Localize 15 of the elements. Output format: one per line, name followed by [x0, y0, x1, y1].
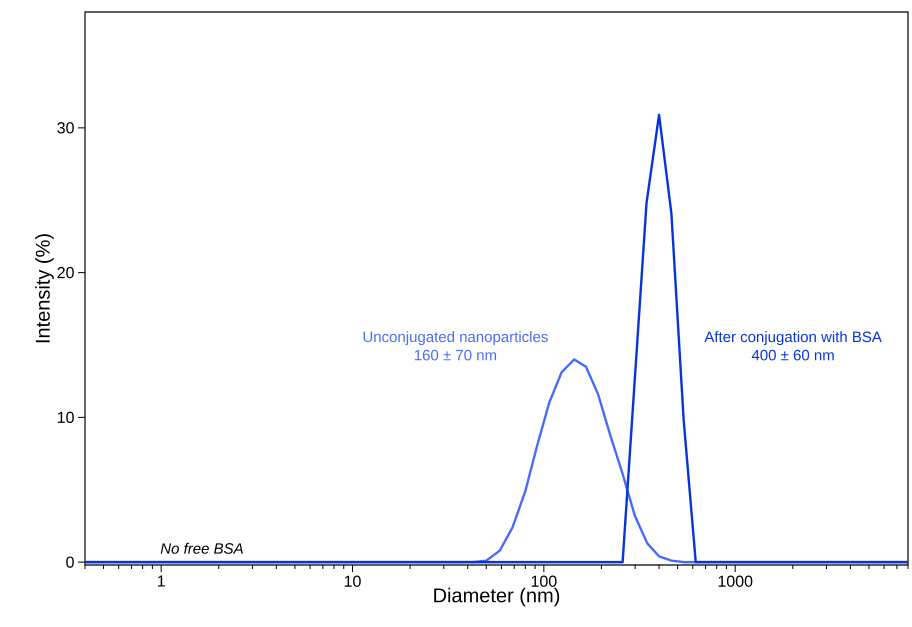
annotation: 400 ± 60 nm — [752, 350, 834, 360]
annotation: No free BSA — [160, 542, 243, 554]
annotation: 160 ± 70 nm — [414, 350, 496, 360]
annotation: Unconjugated nanoparticles — [364, 331, 548, 346]
x-tick-label: 10 — [344, 576, 361, 587]
y-axis-title: Intensity (%) — [35, 234, 54, 342]
x-axis-title: Diameter (nm) — [434, 588, 560, 606]
x-tick-label: 100 — [532, 576, 557, 587]
x-tick-label: 1 — [158, 576, 165, 587]
y-tick-label: 10 — [58, 412, 74, 424]
annotation: After conjugation with BSA — [704, 331, 882, 346]
y-tick-label: 20 — [57, 266, 74, 278]
y-tick-label: 30 — [57, 122, 74, 134]
y-tick-label: 0 — [66, 556, 74, 568]
x-tick-label: 1000 — [718, 576, 752, 587]
